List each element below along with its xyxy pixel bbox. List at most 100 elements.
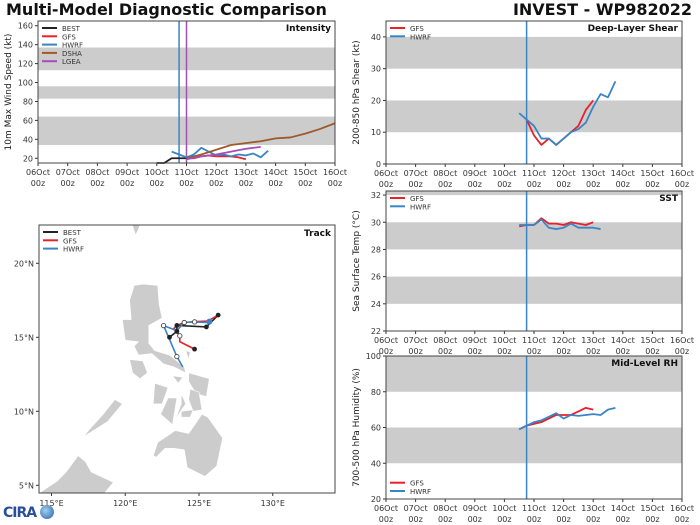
x-tick-label: 13Oct: [581, 169, 605, 178]
landmass: [129, 359, 148, 380]
lat-tick-label: 20°N: [14, 259, 34, 268]
x-tick-sublabel: 00z: [379, 347, 393, 356]
x-tick-label: 06Oct: [374, 336, 398, 345]
x-tick-label: 09Oct: [463, 504, 487, 513]
y-tick-label: 26: [371, 273, 381, 282]
x-tick-sublabel: 00z: [616, 180, 630, 189]
x-tick-sublabel: 00z: [645, 180, 659, 189]
legend-label: HWRF: [410, 33, 431, 41]
plot-frame: [385, 355, 683, 500]
x-tick-sublabel: 00z: [61, 179, 75, 188]
x-tick-sublabel: 00z: [468, 515, 482, 524]
x-tick-sublabel: 00z: [675, 515, 689, 524]
x-tick-sublabel: 00z: [90, 179, 104, 188]
x-tick-label: 14Oct: [611, 169, 635, 178]
y-tick-label: 40: [23, 135, 33, 144]
y-tick-label: 40: [371, 459, 381, 468]
x-tick-label: 16Oct: [670, 169, 694, 178]
legend-label: HWRF: [410, 488, 431, 496]
logo-text: CIRA: [3, 505, 37, 521]
x-tick-sublabel: 00z: [209, 179, 223, 188]
x-tick-sublabel: 00z: [408, 180, 422, 189]
series-line-hwrf: [518, 80, 617, 146]
x-tick-label: 16Oct: [670, 336, 694, 345]
y-tick-label: 20: [371, 495, 381, 504]
series-line-best: [156, 157, 187, 164]
x-tick-label: 13Oct: [581, 504, 605, 513]
y-tick-label: 80: [371, 388, 381, 397]
x-tick-label: 09Oct: [115, 168, 139, 177]
chart-panel-mid-level-rh: 06Oct 00z 07Oct 00z 08Oct 00z 09Oct 00z 10Oct 00z…: [352, 352, 694, 524]
shaded-band: [386, 191, 682, 196]
x-tick-label: 10Oct: [492, 504, 516, 513]
x-tick-sublabel: 00z: [527, 347, 541, 356]
x-tick-sublabel: 00z: [438, 180, 452, 189]
plot-frame: [37, 20, 336, 164]
x-tick-label: 15Oct: [640, 504, 664, 513]
legend-label: BEST: [63, 229, 82, 237]
x-tick-sublabel: 00z: [556, 180, 570, 189]
x-tick-sublabel: 00z: [298, 179, 312, 188]
x-tick-label: 08Oct: [85, 168, 109, 177]
x-tick-label: 12Oct: [552, 504, 576, 513]
x-tick-label: 07Oct: [404, 169, 428, 178]
y-tick-label: 100: [366, 352, 381, 361]
storm-id: INVEST - WP982022: [512, 0, 692, 19]
x-tick-sublabel: 00z: [645, 347, 659, 356]
y-tick-label: 30: [371, 65, 381, 74]
landmass: [83, 399, 123, 437]
x-tick-sublabel: 00z: [527, 515, 541, 524]
x-tick-sublabel: 00z: [586, 515, 600, 524]
y-tick-label: 20: [23, 154, 33, 163]
landmass: [185, 350, 191, 361]
landmass: [132, 225, 141, 236]
x-tick-label: 12Oct: [552, 169, 576, 178]
map-frame: [38, 224, 336, 494]
forecast-position-marker: [161, 323, 167, 329]
landmass: [175, 393, 187, 419]
x-tick-sublabel: 00z: [616, 347, 630, 356]
x-tick-sublabel: 00z: [527, 180, 541, 189]
panel-title: Deep-Layer Shear: [588, 24, 679, 34]
best-track-marker: [167, 334, 172, 340]
y-axis-label: Sea Surface Temp (°C): [352, 210, 362, 311]
y-tick-label: 22: [371, 327, 381, 336]
landmass: [39, 455, 114, 493]
x-tick-label: 12Oct: [204, 168, 228, 177]
x-tick-sublabel: 00z: [586, 180, 600, 189]
panel-title: SST: [659, 194, 679, 204]
x-tick-label: 07Oct: [56, 168, 80, 177]
cira-logo: CIRA: [3, 505, 54, 521]
x-tick-sublabel: 00z: [586, 347, 600, 356]
landmass: [152, 413, 223, 477]
legend-label: BEST: [62, 25, 81, 33]
legend-label: GFS: [62, 33, 76, 41]
best-track-marker: [174, 323, 180, 328]
x-tick-label: 06Oct: [374, 169, 398, 178]
y-tick-label: 40: [371, 33, 381, 42]
lon-tick-label: 120°E: [113, 499, 137, 508]
x-tick-label: 08Oct: [433, 336, 457, 345]
y-tick-label: 28: [371, 245, 381, 254]
x-tick-sublabel: 00z: [379, 515, 393, 524]
y-tick-label: 100: [18, 79, 33, 88]
legend-label: GFS: [410, 480, 424, 488]
legend-label: HWRF: [63, 246, 84, 254]
x-tick-label: 10Oct: [492, 336, 516, 345]
chart-panel-intensity: 06Oct 00z 07Oct 00z 08Oct 00z 09Oct 00z 10Oct 00z…: [4, 20, 347, 188]
x-tick-sublabel: 00z: [675, 347, 689, 356]
y-tick-label: 30: [371, 218, 381, 227]
series-line-hwrf: [171, 146, 269, 159]
x-tick-label: 07Oct: [404, 336, 428, 345]
y-tick-label: 24: [371, 300, 381, 309]
y-tick-label: 80: [23, 97, 33, 106]
x-tick-sublabel: 00z: [408, 515, 422, 524]
legend-label: GFS: [63, 237, 77, 245]
shaded-band: [386, 222, 682, 250]
forecast-position-marker: [181, 319, 187, 326]
forecast-position-marker: [174, 353, 180, 360]
x-tick-label: 13Oct: [581, 336, 605, 345]
series-line-dsha: [186, 122, 336, 160]
y-tick-label: 60: [371, 424, 381, 433]
lat-tick-label: 15°N: [14, 333, 34, 342]
